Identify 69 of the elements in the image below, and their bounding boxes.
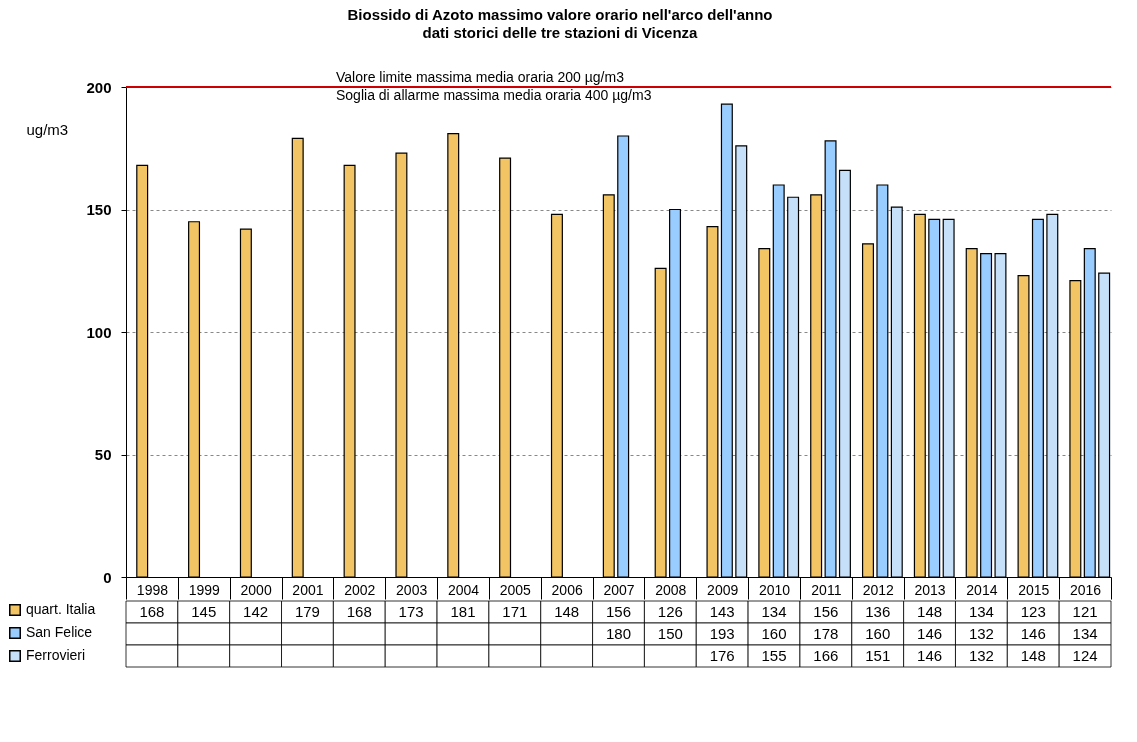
data-label: 176 xyxy=(709,647,735,664)
data-label: 156 xyxy=(605,603,632,620)
data-label: 134 xyxy=(968,603,994,620)
x-tick-label: 1998 xyxy=(136,581,169,598)
data-label: 142 xyxy=(243,603,269,620)
y-tick-label: 50 xyxy=(94,446,112,463)
data-label: 168 xyxy=(346,603,372,620)
x-tick-label: 2000 xyxy=(240,581,272,598)
y-tick-label: 200 xyxy=(86,78,112,96)
data-label: 123 xyxy=(1020,603,1046,620)
y-axis-title: ug/m3 xyxy=(26,120,69,138)
x-tick-label: 2010 xyxy=(758,581,791,598)
x-tick-label: 2002 xyxy=(344,581,376,598)
chart-title: Biossido di Azoto massimo valore orario nell'arco dell'anno xyxy=(347,6,773,23)
data-label: 124 xyxy=(1072,647,1098,664)
x-tick-label: 2001 xyxy=(292,581,324,598)
x-tick-label: 2016 xyxy=(1070,581,1102,598)
x-tick-label: 2008 xyxy=(655,581,687,598)
annotation: Soglia di allarme massima media oraria 400 µg/m3 xyxy=(336,87,652,103)
data-label: 148 xyxy=(917,603,943,620)
data-label: 121 xyxy=(1072,603,1098,620)
data-label: 193 xyxy=(709,625,735,642)
x-tick-label: 2005 xyxy=(499,581,532,598)
data-label: 146 xyxy=(917,647,943,664)
data-label: 168 xyxy=(139,603,165,620)
x-tick-label: 2004 xyxy=(447,581,480,598)
data-label: 143 xyxy=(709,603,735,620)
data-label: 146 xyxy=(1020,625,1046,642)
legend-label: Ferrovieri xyxy=(26,647,86,663)
y-tick-label: 0 xyxy=(103,568,112,586)
y-tick-label: 100 xyxy=(86,323,112,341)
legend-label: San Felice xyxy=(26,624,93,640)
data-label: 156 xyxy=(813,603,839,620)
data-label: 151 xyxy=(865,647,891,664)
x-tick-label: 2013 xyxy=(914,581,946,598)
data-label: 132 xyxy=(968,625,994,642)
data-label: 173 xyxy=(398,603,424,620)
x-tick-label: 2012 xyxy=(862,581,894,598)
x-tick-label: 1999 xyxy=(188,581,221,598)
data-label: 134 xyxy=(1072,625,1098,642)
data-label: 126 xyxy=(657,603,683,620)
data-label: 179 xyxy=(294,603,320,620)
data-label: 150 xyxy=(657,625,683,642)
data-label: 155 xyxy=(761,647,787,664)
x-tick-label: 2007 xyxy=(603,581,635,598)
x-tick-label: 2006 xyxy=(551,581,583,598)
legend-label: quart. Italia xyxy=(26,601,96,617)
x-tick-label: 2015 xyxy=(1018,581,1050,598)
x-tick-label: 2011 xyxy=(811,581,842,598)
data-label: 178 xyxy=(813,625,839,642)
x-tick-label: 2009 xyxy=(707,581,739,598)
data-label: 136 xyxy=(865,603,891,620)
chart-subtitle: dati storici delle tre stazioni di Vicenza xyxy=(422,24,699,41)
x-tick-label: 2003 xyxy=(396,581,428,598)
data-label: 146 xyxy=(917,625,943,642)
data-label: 171 xyxy=(502,603,528,620)
data-label: 132 xyxy=(968,647,994,664)
data-label: 145 xyxy=(191,603,217,620)
data-label: 148 xyxy=(554,603,580,620)
data-label: 160 xyxy=(761,625,787,642)
data-label: 160 xyxy=(865,625,891,642)
ref-line-label: Valore limite massima media oraria 200 µg/m3 xyxy=(336,69,625,85)
data-label: 148 xyxy=(1020,647,1046,664)
data-label: 180 xyxy=(605,625,632,642)
x-tick-label: 2014 xyxy=(966,581,998,598)
data-label: 166 xyxy=(813,647,839,664)
y-tick-label: 150 xyxy=(86,201,112,218)
data-label: 181 xyxy=(450,603,476,620)
data-label: 134 xyxy=(761,603,787,620)
